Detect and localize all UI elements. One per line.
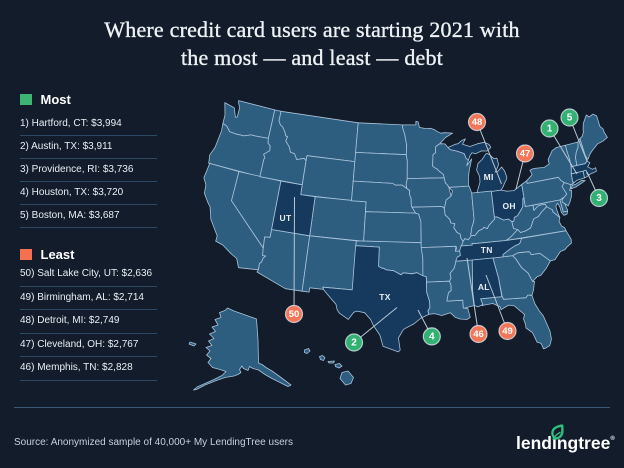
svg-text:AL: AL [478,282,490,292]
svg-text:1: 1 [547,124,553,135]
svg-text:MI: MI [484,172,494,182]
svg-text:OH: OH [503,201,516,211]
svg-text:5: 5 [567,113,573,124]
svg-text:48: 48 [472,117,483,128]
svg-text:3: 3 [596,193,602,204]
svg-text:4: 4 [429,331,435,342]
svg-text:UT: UT [280,213,292,223]
svg-text:2: 2 [351,338,357,349]
svg-text:49: 49 [502,326,513,337]
svg-text:46: 46 [473,329,484,340]
svg-text:50: 50 [289,309,300,320]
svg-text:TN: TN [481,245,493,255]
svg-text:TX: TX [379,292,390,302]
svg-text:47: 47 [520,149,531,160]
